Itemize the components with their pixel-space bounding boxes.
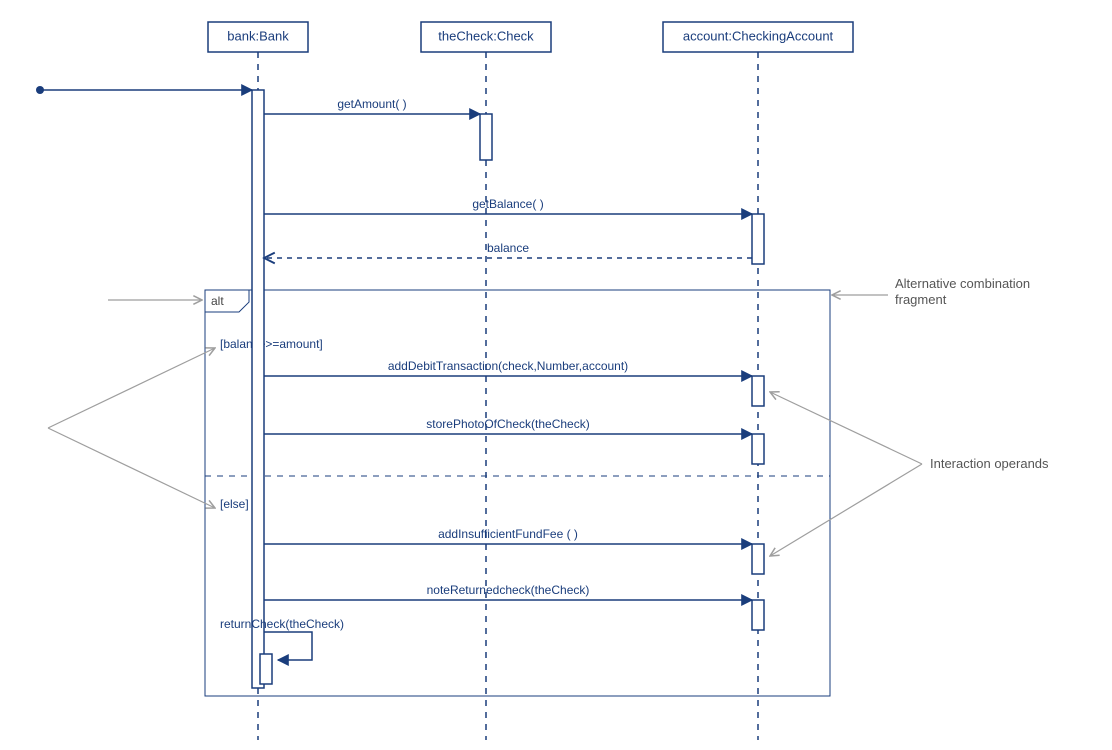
activation-acct_fee	[752, 544, 764, 574]
anno-arrow-left-guard-1	[48, 428, 215, 508]
activation-acct_photo	[752, 434, 764, 464]
msg-label-getAmount: getAmount( )	[337, 97, 406, 111]
anno-arrow-operand-0	[770, 392, 922, 464]
anno-arrow-left-guard-0	[48, 348, 215, 428]
anno-arrow-operand-1	[770, 464, 922, 556]
activation-bank_main	[252, 90, 264, 688]
activation-bank_self	[260, 654, 272, 684]
activation-acct_note	[752, 600, 764, 630]
alt-label: alt	[211, 294, 224, 308]
msg-label-addDebit: addDebitTransaction(check,Number,account…	[388, 359, 628, 373]
msg-label-balance: balance	[487, 241, 529, 255]
lifeline-label-check: theCheck:Check	[438, 28, 534, 43]
found-origin	[36, 86, 44, 94]
activation-check_get	[480, 114, 492, 160]
msg-label-storePhoto: storePhotoOfCheck(theCheck)	[426, 417, 589, 431]
anno-alt-line0: Alternative combination	[895, 276, 1030, 291]
anno-operands: Interaction operands	[930, 456, 1049, 471]
activation-acct_debit	[752, 376, 764, 406]
activation-acct_bal	[752, 214, 764, 264]
guard-else: [else]	[220, 497, 249, 511]
lifeline-label-account: account:CheckingAccount	[683, 28, 834, 43]
lifeline-label-bank: bank:Bank	[227, 28, 289, 43]
msg-label-noteReturned: noteReturnedcheck(theCheck)	[427, 583, 590, 597]
anno-alt-line1: fragment	[895, 292, 947, 307]
msg-label-getBalance: getBalance( )	[472, 197, 543, 211]
msg-label-returnCheck: returnCheck(theCheck)	[220, 617, 344, 631]
guard-balance: [balance>=amount]	[220, 337, 323, 351]
msg-label-addFee: addInsufficientFundFee ( )	[438, 527, 578, 541]
